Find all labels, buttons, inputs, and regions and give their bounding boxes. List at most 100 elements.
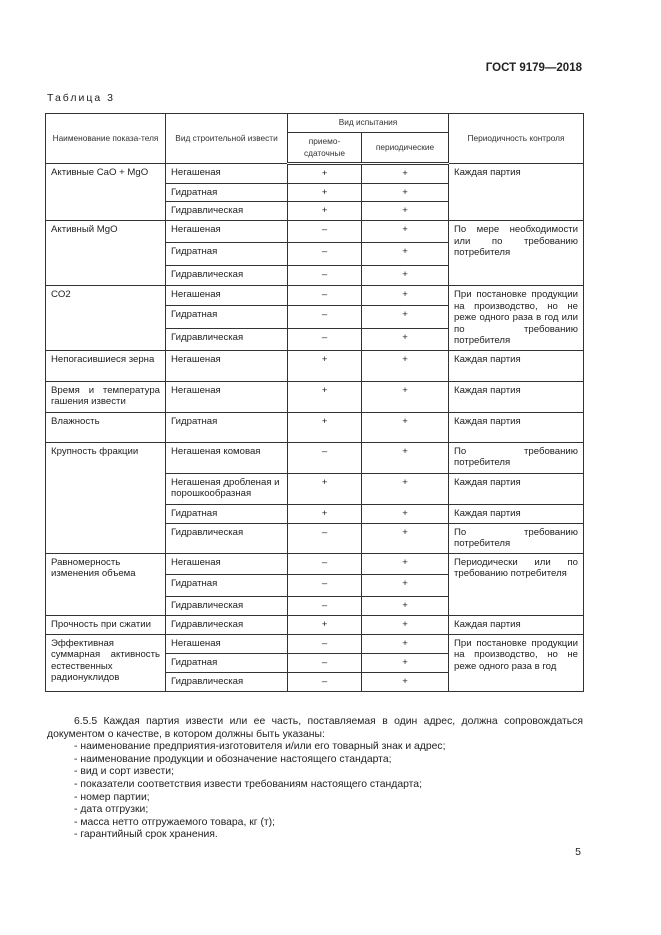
table-row: Гидравлическая – + bbox=[46, 671, 584, 692]
lime-kind: Негашеная дробленая и порошкообразная bbox=[165, 472, 288, 505]
control-period: При постановке продукции на производство… bbox=[448, 633, 584, 692]
indicator-name: Крупность фракции bbox=[45, 441, 166, 554]
table-row: Равномерность изменения объема Негашеная –… bbox=[45, 552, 584, 616]
lime-kind: Гидравлическая bbox=[165, 265, 288, 286]
periodic-test: + bbox=[361, 522, 449, 554]
acceptance-test: – bbox=[287, 327, 362, 351]
acceptance-test: – bbox=[287, 552, 362, 575]
acceptance-test: + bbox=[287, 411, 362, 443]
acceptance-test: – bbox=[287, 671, 362, 692]
periodic-test: + bbox=[361, 242, 449, 266]
indicator-name: CO2 bbox=[45, 285, 166, 351]
lime-kind: Негашеная комовая bbox=[165, 441, 288, 474]
table-row: CO2 Негашеная – + При постановке продукции н… bbox=[45, 284, 584, 351]
indicator-name: Равномерность изменения объема bbox=[45, 552, 166, 616]
indicator-name: Прочность при сжатии bbox=[45, 614, 166, 635]
control-period: При постановке продукции на производство… bbox=[448, 285, 584, 351]
table-row: Время и температура гашения извести Негаш… bbox=[45, 380, 584, 413]
control-period: Каждая партия bbox=[448, 349, 584, 382]
lime-kind: Гидравлическая bbox=[165, 614, 288, 635]
page-number: 5 bbox=[575, 846, 581, 858]
control-period: Каждая партия bbox=[448, 163, 584, 221]
lime-kind: Негашеная bbox=[165, 349, 288, 382]
header-periodic: периодические bbox=[361, 132, 449, 165]
control-period: Каждая партия bbox=[448, 614, 584, 635]
acceptance-test: – bbox=[287, 441, 362, 474]
lime-kind: Гидратная bbox=[165, 305, 288, 329]
list-item: - наименование предприятия-изготовителя … bbox=[74, 741, 446, 753]
indicator-name: Непогасившиеся зерна bbox=[45, 349, 166, 382]
table-row: Крупность фракции Негашеная комовая – + По т… bbox=[45, 441, 584, 554]
indicator-name: Влажность bbox=[45, 411, 166, 443]
control-table: Наименование показа-теля Вид строительно… bbox=[45, 113, 584, 692]
table-row: Гидратная – + bbox=[46, 652, 584, 673]
table-row: Влажность Гидратная + + Каждая партия bbox=[45, 411, 584, 443]
periodic-test: + bbox=[361, 349, 449, 382]
periodic-test: + bbox=[361, 411, 449, 443]
lime-kind: Гидратная bbox=[165, 652, 288, 673]
acceptance-test: – bbox=[287, 305, 362, 329]
control-period: Каждая партия bbox=[448, 411, 584, 443]
list-item: - дата отгрузки; bbox=[74, 804, 149, 816]
periodic-test: + bbox=[361, 614, 449, 635]
section-text: 6.5.5 Каждая партия извести или ее часть… bbox=[47, 716, 583, 842]
periodic-test: + bbox=[361, 284, 449, 307]
periodic-test: + bbox=[361, 503, 449, 524]
periodic-test: + bbox=[361, 305, 449, 329]
header-accept: приемо-сдаточные bbox=[287, 132, 362, 165]
acceptance-test: + bbox=[287, 503, 362, 524]
table-row: Прочность при сжатии Гидравлическая + + Кажд… bbox=[45, 614, 584, 635]
table-row: Непогасившиеся зерна Негашеная + + Каждая па… bbox=[45, 349, 584, 382]
periodic-test: + bbox=[361, 265, 449, 286]
acceptance-test: + bbox=[287, 614, 362, 635]
periodic-test: + bbox=[361, 633, 449, 654]
acceptance-test: – bbox=[287, 242, 362, 266]
control-period: Каждая партия bbox=[448, 503, 584, 524]
acceptance-test: – bbox=[287, 573, 362, 597]
acceptance-test: + bbox=[287, 201, 362, 221]
periodic-test: + bbox=[361, 327, 449, 351]
acceptance-test: – bbox=[287, 595, 362, 616]
control-period: По требованию потребителя bbox=[448, 522, 584, 554]
table-row: Гидравлическая – + По требованию потребител… bbox=[46, 522, 584, 554]
table-row: Эффективная суммарная активность естеств… bbox=[45, 633, 584, 692]
lime-kind: Негашеная bbox=[165, 552, 288, 575]
periodic-test: + bbox=[361, 573, 449, 597]
periodic-test: + bbox=[361, 380, 449, 413]
acceptance-test: + bbox=[287, 380, 362, 413]
acceptance-test: – bbox=[287, 522, 362, 554]
control-period: Периодически или по требованию потребите… bbox=[448, 552, 584, 616]
header-kind: Вид строительной извести bbox=[165, 113, 288, 164]
acceptance-test: – bbox=[287, 220, 362, 243]
acceptance-test: + bbox=[287, 472, 362, 505]
list-item: - масса нетто отгружаемого товара, кг (т… bbox=[74, 816, 276, 828]
lime-kind: Негашеная bbox=[165, 284, 288, 307]
table-row: Гидравлическая – + bbox=[46, 595, 584, 616]
periodic-test: + bbox=[361, 472, 449, 505]
lime-kind: Гидравлическая bbox=[165, 327, 288, 351]
acceptance-test: + bbox=[287, 182, 362, 202]
table-row: Гидравлическая – + bbox=[46, 265, 584, 286]
control-period: По требованию потребителя bbox=[448, 441, 584, 474]
document-header: ГОСТ 9179—2018 bbox=[485, 62, 582, 74]
table-row: Гидратная + + Каждая партия bbox=[46, 503, 584, 524]
lime-kind: Гидратная bbox=[165, 411, 288, 443]
acceptance-test: + bbox=[287, 163, 362, 184]
paragraph-6-5-5: 6.5.5 Каждая партия извести или ее часть… bbox=[47, 716, 583, 740]
list-item: - номер партии; bbox=[74, 791, 150, 803]
table-row: Гидратная + + bbox=[46, 182, 584, 202]
lime-kind: Гидравлическая bbox=[165, 201, 288, 221]
acceptance-test: – bbox=[287, 265, 362, 286]
table-row: Активный MgO Негашеная – + По мере необходим… bbox=[45, 220, 584, 286]
list-item: - вид и сорт извести; bbox=[74, 766, 174, 778]
lime-kind: Негашеная bbox=[165, 220, 288, 243]
acceptance-test: – bbox=[287, 284, 362, 307]
lime-kind: Негашеная bbox=[165, 163, 288, 184]
control-period: Каждая партия bbox=[448, 380, 584, 413]
periodic-test: + bbox=[361, 182, 449, 202]
indicator-name: Эффективная суммарная активность естеств… bbox=[45, 633, 166, 692]
table-caption: Таблица 3 bbox=[47, 92, 115, 104]
table-row: Гидратная – + bbox=[46, 305, 584, 329]
header-name: Наименование показа-теля bbox=[45, 113, 166, 164]
periodic-test: + bbox=[361, 552, 449, 575]
